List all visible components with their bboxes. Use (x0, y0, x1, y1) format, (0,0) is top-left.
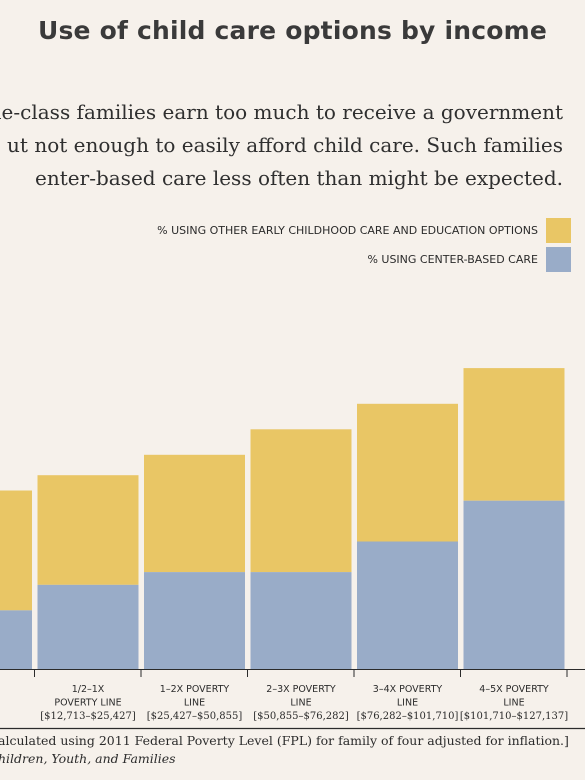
legend-item-other: % USING OTHER EARLY CHILDHOOD CARE AND E… (157, 218, 571, 243)
legend-label-other: % USING OTHER EARLY CHILDHOOD CARE AND E… (157, 224, 538, 237)
legend-swatch-other (546, 218, 571, 243)
chart-legend: % USING OTHER EARLY CHILDHOOD CARE AND E… (157, 218, 571, 276)
x-tick-label: LINE (503, 698, 524, 709)
x-tick-label: 1/2–1X (72, 684, 105, 695)
intro-line: dle-class families earn too much to rece… (0, 100, 563, 124)
x-tick-label: [$76,282–$101,710] (357, 711, 459, 722)
x-tick-label: LINE (290, 698, 311, 709)
x-tick-label: [$12,713–$25,427] (40, 711, 136, 722)
intro-line: enter-based care less often than might b… (35, 166, 563, 190)
source-note: hildren, Youth, and Families (0, 751, 176, 766)
bar-other-0 (0, 490, 32, 611)
bar-other-4 (357, 403, 458, 542)
x-tick-label: 3–4X POVERTY (373, 684, 443, 695)
bar-center-2 (144, 572, 245, 669)
legend-item-center: % USING CENTER-BASED CARE (157, 247, 571, 272)
footnote: alculated using 2011 Federal Poverty Lev… (0, 733, 569, 748)
legend-swatch-center (546, 247, 571, 272)
x-tick-label: [$101,710–$127,137] (460, 711, 568, 722)
bar-center-5 (463, 500, 565, 669)
bar-center-1 (37, 584, 139, 669)
x-tick-label: LINE (397, 698, 418, 709)
x-tick-label: 2–3X POVERTY (266, 684, 336, 695)
intro-text: dle-class families earn too much to rece… (0, 96, 563, 195)
bar-center-4 (357, 541, 458, 669)
x-tick-label: POVERTY LINE (54, 698, 121, 709)
intro-line: ut not enough to easily afford child car… (7, 133, 563, 157)
legend-label-center: % USING CENTER-BASED CARE (367, 253, 538, 266)
x-tick-label: [$25,427–$50,855] (147, 711, 243, 722)
bar-other-3 (250, 429, 352, 573)
x-tick-label: 4–5X POVERTY (479, 684, 549, 695)
bar-center-0 (0, 610, 32, 669)
x-tick-label: [$50,855–$76,282] (253, 711, 349, 722)
bar-other-2 (144, 454, 245, 573)
x-tick-label: 1–2X POVERTY (160, 684, 230, 695)
bar-center-3 (250, 572, 352, 669)
bar-other-1 (37, 475, 139, 585)
bar-other-5 (463, 368, 565, 501)
chart-title: Use of child care options by income (37, 16, 548, 45)
x-tick-label: LINE (184, 698, 205, 709)
